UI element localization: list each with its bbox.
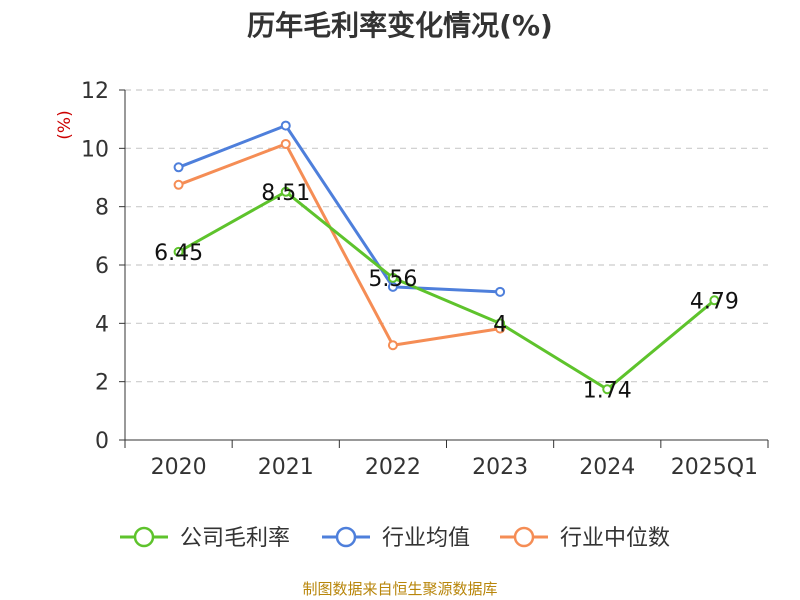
y-tick-label: 8: [95, 196, 109, 221]
data-point: [280, 120, 291, 131]
y-tick-label: 4: [95, 312, 109, 337]
x-tick-label: 2020: [151, 455, 207, 480]
chart-title: 历年毛利率变化情况(%): [247, 9, 553, 42]
x-tick-label: 2022: [365, 455, 421, 480]
data-label: 6.45: [154, 241, 203, 266]
data-point: [173, 162, 184, 173]
x-tick-label: 2025Q1: [671, 455, 758, 480]
y-tick-label: 12: [81, 79, 109, 104]
y-tick-label: 10: [81, 137, 109, 162]
data-point: [280, 186, 291, 197]
x-tick-label: 2023: [472, 455, 528, 480]
legend-marker: [513, 526, 535, 548]
source-footer: 制图数据来自恒生聚源数据库: [302, 580, 498, 598]
legend-marker: [335, 526, 357, 548]
data-label: 4.79: [690, 289, 739, 314]
data-point: [495, 286, 506, 297]
y-tick-label: 2: [95, 371, 109, 396]
data-point: [602, 384, 613, 395]
data-label: 1.74: [583, 378, 632, 403]
legend-label: 行业中位数: [560, 526, 670, 551]
legend-label: 公司毛利率: [180, 526, 290, 551]
data-point: [387, 340, 398, 351]
data-point: [387, 272, 398, 283]
y-tick-label: 0: [95, 429, 109, 454]
data-label: 8.51: [261, 181, 310, 206]
data-point: [495, 318, 506, 329]
y-tick-label: 6: [95, 254, 109, 279]
data-point: [173, 246, 184, 257]
legend-label: 行业均值: [382, 526, 470, 551]
x-tick-label: 2024: [579, 455, 635, 480]
data-point: [387, 281, 398, 292]
x-tick-label: 2021: [258, 455, 314, 480]
legend-marker: [133, 526, 155, 548]
series-line: [177, 190, 716, 391]
data-label: 5.56: [368, 267, 417, 292]
data-label: 4: [493, 312, 507, 337]
data-point: [173, 179, 184, 190]
data-point: [280, 138, 291, 149]
series-line: [178, 124, 501, 294]
series-line: [178, 142, 501, 347]
data-point: [709, 295, 720, 306]
y-axis-label: (%): [55, 110, 75, 139]
